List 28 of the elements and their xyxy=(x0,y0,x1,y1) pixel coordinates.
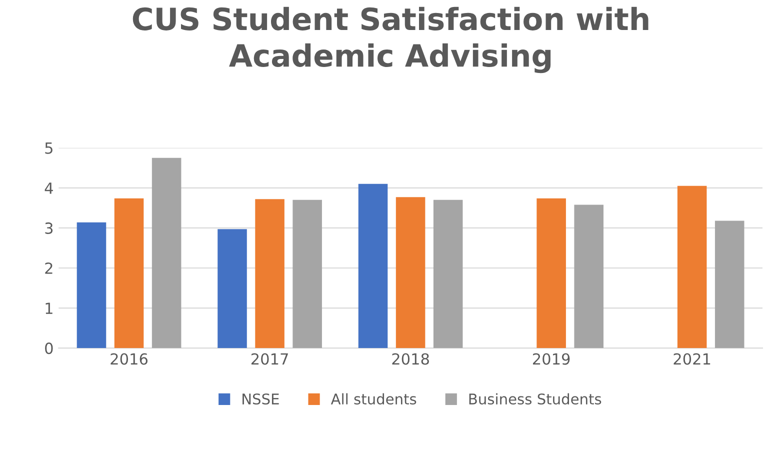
legend-label: Business Students xyxy=(469,393,602,405)
bar xyxy=(714,220,744,348)
bar xyxy=(255,199,284,348)
legend-label: NSSE xyxy=(242,393,279,405)
bar xyxy=(76,222,106,348)
bar xyxy=(396,197,426,348)
bar xyxy=(358,184,388,348)
y-tick-label: 1 xyxy=(46,302,52,314)
x-tick-label: 2017 xyxy=(251,353,288,365)
x-tick-label: 2021 xyxy=(674,353,710,365)
bar xyxy=(574,204,604,348)
legend-label: All students xyxy=(330,393,416,405)
x-tick-label: 2019 xyxy=(532,353,570,365)
y-tick-label: 0 xyxy=(45,342,53,354)
y-tick-label: 4 xyxy=(44,182,53,194)
bar xyxy=(292,200,322,348)
bar xyxy=(152,158,182,348)
chart-title: CUS Student Satisfaction with Academic Advising xyxy=(132,6,648,74)
bar xyxy=(218,229,247,348)
y-tick-label: 5 xyxy=(45,142,52,154)
bar xyxy=(677,186,707,348)
x-tick-label: 2018 xyxy=(392,353,429,365)
bar xyxy=(114,198,144,348)
bar xyxy=(536,198,566,348)
y-tick-label: 3 xyxy=(45,222,53,234)
y-tick-label: 2 xyxy=(45,262,52,274)
bar xyxy=(433,200,463,348)
x-tick-label: 2016 xyxy=(110,353,148,365)
